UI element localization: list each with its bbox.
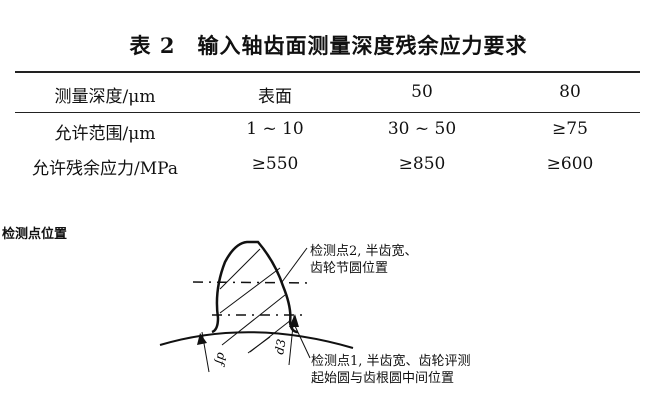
leader-point2 [281, 247, 308, 283]
label-line: 检测点1, 半齿宽、齿轮评测 [311, 354, 471, 369]
hatch-lines [219, 248, 292, 354]
header-cell: 表面 [258, 87, 292, 107]
label-line: 齿轮节圆位置 [310, 261, 389, 276]
d3-arrowhead [289, 314, 299, 327]
d3-symbol: d3 [272, 338, 289, 356]
table-cell: 允许范围/μm [54, 124, 156, 144]
label-line: 检测点2, 半齿宽、 [310, 244, 418, 259]
bottom-rule [15, 186, 640, 187]
table-cell: ≥850 [398, 154, 446, 174]
header-cell: 50 [411, 82, 433, 102]
df-arrowhead [197, 333, 207, 345]
header-cell: 80 [559, 82, 581, 102]
df-symbol: df [212, 351, 228, 368]
table-cell: ≥75 [552, 119, 588, 139]
leader-point1 [294, 325, 311, 359]
point2-label: 检测点2, 半齿宽、 齿轮节圆位置 [310, 243, 418, 277]
top-rule [15, 71, 640, 73]
pitch-circle-line [192, 281, 314, 284]
root-circle-arc [159, 331, 354, 349]
header-cell: 测量深度/μm [54, 87, 156, 107]
table-cell: 允许残余应力/MPa [32, 159, 178, 179]
figure-caption: 检测点位置 [2, 227, 68, 242]
table-cell: 1 ~ 10 [246, 119, 304, 139]
label-line: 起始圆与齿根圆中间位置 [311, 371, 455, 386]
table-cell: ≥550 [251, 154, 299, 174]
table-cell: ≥600 [546, 154, 594, 174]
table-cell: 30 ~ 50 [387, 119, 457, 139]
point1-label: 检测点1, 半齿宽、齿轮评测 起始圆与齿根圆中间位置 [311, 353, 471, 387]
header-rule [15, 112, 640, 113]
tooth-profile [211, 240, 299, 334]
table-title: 表 2 输入轴齿面测量深度残余应力要求 [129, 33, 528, 58]
